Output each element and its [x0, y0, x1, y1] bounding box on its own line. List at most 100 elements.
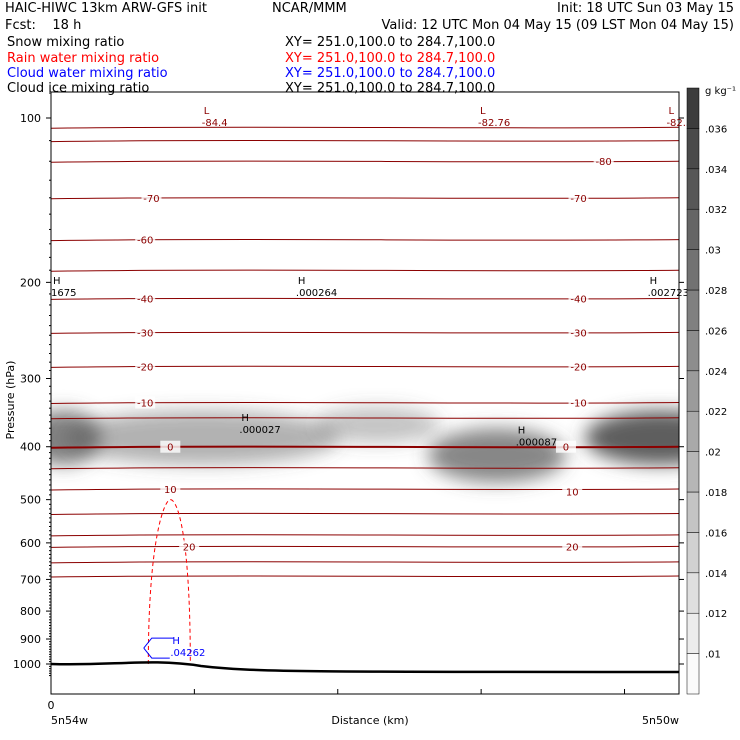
field-cloudwater-xy: XY= 251.0,100.0 to 284.7,100.0	[285, 66, 496, 81]
isotherm-label: -20	[570, 362, 586, 373]
field-rain-xy: XY= 251.0,100.0 to 284.7,100.0	[285, 51, 496, 66]
isotherm-line	[51, 126, 679, 129]
isotherm-label-bg	[135, 292, 156, 305]
snow-shading	[51, 406, 679, 483]
rain-mixing-contour	[147, 499, 191, 665]
colorbar-level-label: .03	[705, 246, 721, 257]
rain-and-cloud-contours	[51, 499, 679, 674]
snow-blob-1	[63, 410, 340, 465]
isotherm-label-bg	[568, 191, 589, 204]
isotherm-line	[51, 139, 679, 143]
isotherm-label: -10	[137, 399, 153, 410]
colorbar-swatch	[686, 249, 700, 291]
colorbar-swatch	[686, 128, 700, 170]
colorbar: .01 .012 .014 .016 .018 .02 .022 .024 .026 .028 .0…	[686, 87, 727, 695]
colorbar-level-label: .018	[705, 488, 727, 499]
y-tick-label: 200	[20, 276, 41, 289]
isotherm-label: -70	[143, 194, 159, 205]
colorbar-swatch	[686, 330, 700, 372]
field-snow-label: Snow mixing ratio	[7, 35, 125, 50]
colorbar-unit: g kg⁻¹	[705, 86, 736, 97]
isotherm-label: 20	[566, 542, 579, 553]
colorbar-swatch	[686, 87, 700, 129]
isotherm-label: -80	[595, 157, 611, 168]
field-rain-label: Rain water mixing ratio	[7, 51, 160, 66]
extremum-mark: L	[204, 106, 210, 117]
isotherm-label: 0	[167, 443, 173, 454]
isotherm-line	[51, 269, 679, 272]
extremum-mark: L	[668, 106, 674, 117]
extremum-value: 1675	[51, 288, 76, 299]
colorbar-level-label: .01	[705, 650, 721, 661]
isotherm-label-bg	[593, 155, 614, 168]
colorbar-swatch	[686, 451, 700, 493]
isotherm-label-bg	[562, 485, 583, 498]
colorbar-swatch	[686, 491, 700, 533]
isotherm-line	[51, 534, 679, 537]
x-left-label: 5n54w	[51, 714, 88, 727]
colorbar-swatch	[686, 532, 700, 574]
init-time: Init: 18 UTC Sun 03 May 15	[557, 1, 734, 16]
extremum-mark: H	[172, 636, 180, 647]
x-right-label: 5n50w	[642, 714, 679, 727]
valid-time: Valid: 12 UTC Mon 04 May 15 (09 LST Mon …	[381, 18, 734, 33]
colorbar-swatch	[686, 289, 700, 331]
colorbar-level-label: .02	[705, 448, 721, 459]
y-tick-label: 500	[20, 494, 41, 507]
extremum-value: -82.76	[478, 118, 510, 129]
extrema-markers: L-84.4L-82.76L-82.5H1675H.000264H.002723…	[51, 106, 692, 659]
isotherm-label: -40	[137, 294, 153, 305]
isotherm-line	[51, 512, 679, 515]
terrain-surface-line	[51, 661, 679, 674]
isotherm-label-bg	[568, 396, 589, 409]
extremum-mark: H	[241, 413, 249, 424]
colorbar-level-label: .016	[705, 528, 727, 539]
isotherm-label: 10	[566, 487, 579, 498]
snow-blob-4	[584, 410, 679, 465]
isotherm-line	[51, 467, 679, 470]
isotherm-label-bg	[135, 326, 156, 339]
isotherm-label: -60	[137, 236, 153, 247]
isotherm-label-bg	[135, 396, 156, 409]
colorbar-swatch	[686, 168, 700, 210]
isotherm-label-bg	[179, 540, 200, 553]
extremum-mark: H	[650, 276, 658, 287]
isotherm-line	[51, 417, 679, 420]
extremum-value: -84.4	[202, 118, 228, 129]
colorbar-level-label: .014	[705, 569, 727, 580]
isotherm-label-bg	[141, 191, 162, 204]
x-axis-title: Distance (km)	[331, 714, 408, 727]
isotherm-line	[51, 488, 679, 491]
isotherm-label-bg	[568, 326, 589, 339]
colorbar-level-label: .032	[705, 205, 727, 216]
isotherm-label: -20	[137, 362, 153, 373]
colorbar-level-label: .026	[705, 326, 727, 337]
extremum-mark: H	[298, 276, 306, 287]
isotherm-label-bg	[160, 482, 181, 495]
y-tick-label: 300	[20, 373, 41, 386]
isotherm-label-bg	[562, 540, 583, 553]
y-tick-label: 1000	[13, 658, 41, 671]
extremum-value: .002723	[648, 288, 689, 299]
cloud-water-contour	[143, 637, 174, 659]
y-tick-label: 800	[20, 605, 41, 618]
colorbar-level-label: .034	[705, 165, 727, 176]
snow-blob-2	[314, 406, 441, 444]
snow-blob-3	[427, 428, 566, 483]
x-axis: 0	[48, 689, 626, 712]
extremum-value: .000264	[296, 288, 337, 299]
y-tick-label: 700	[20, 573, 41, 586]
isotherm-label: 20	[183, 542, 196, 553]
extremum-mark: H	[53, 276, 61, 287]
y-tick-label: 100	[20, 112, 41, 125]
isotherm-line	[51, 160, 679, 163]
extremum-value: .04262	[170, 648, 205, 659]
extremum-value: .000087	[516, 438, 557, 449]
extremum-value: .000027	[239, 425, 280, 436]
y-tick-label: 900	[20, 633, 41, 646]
colorbar-swatch	[686, 572, 700, 614]
isotherm-label-bg	[135, 233, 156, 246]
isotherm-label-bg	[568, 292, 589, 305]
